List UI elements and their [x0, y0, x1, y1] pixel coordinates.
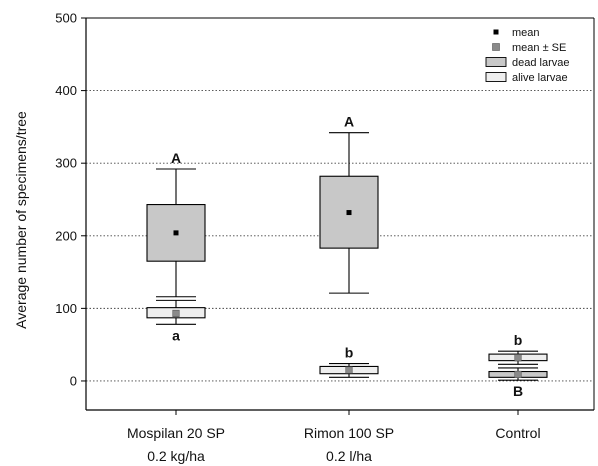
- y-tick-label: 100: [55, 301, 77, 316]
- legend-label: mean: [512, 27, 540, 39]
- box-series: A A Ba b b: [146, 114, 548, 399]
- significance-label: B: [513, 383, 523, 399]
- significance-label: b: [345, 345, 354, 361]
- mean-marker: [173, 230, 179, 236]
- alive-box-1: b: [319, 345, 379, 378]
- significance-label: a: [172, 327, 180, 343]
- dead-box-0: A: [146, 150, 206, 298]
- legend-dead-swatch: [485, 57, 507, 67]
- mean-marker: [172, 309, 180, 318]
- y-tick-label: 500: [55, 11, 77, 26]
- legend-label: alive larvae: [512, 72, 568, 84]
- x-category-label: Mospilan 20 SP: [127, 425, 225, 441]
- x-category-label: Control: [495, 425, 540, 441]
- mean-marker: [514, 370, 522, 378]
- legend-mean-marker: [493, 29, 499, 35]
- legend: mean mean ± SE dead larvae alive larvae: [485, 27, 570, 84]
- legend-item-dead: dead larvae: [485, 57, 570, 69]
- significance-label: A: [171, 150, 181, 166]
- y-tick-label: 200: [55, 228, 77, 243]
- x-category-label: Rimon 100 SP: [304, 425, 394, 441]
- mean-marker: [346, 210, 352, 216]
- legend-alive-swatch: [485, 72, 507, 82]
- legend-item-mean_se: mean ± SE: [492, 42, 566, 54]
- y-tick-label: 300: [55, 156, 77, 171]
- y-axis-label: Average number of specimens/tree: [13, 111, 29, 329]
- x-category-sublabel: 0.2 kg/ha: [147, 448, 205, 464]
- x-category-sublabel: 0.2 l/ha: [326, 448, 372, 464]
- mean-marker: [514, 354, 522, 362]
- legend-label: dead larvae: [512, 57, 570, 69]
- mean-marker: [345, 366, 353, 374]
- legend-label: mean ± SE: [512, 42, 566, 54]
- dead-box-2: B: [488, 367, 548, 399]
- alive-box-0: a: [146, 299, 206, 343]
- legend-mean-se-marker: [492, 43, 500, 51]
- significance-label: b: [514, 332, 523, 348]
- y-tick-label: 0: [70, 373, 77, 388]
- legend-item-alive: alive larvae: [485, 72, 568, 84]
- dead-box-1: A: [319, 114, 379, 294]
- legend-item-mean: mean: [493, 27, 540, 39]
- axes: 0 100 200 300 400 500 Mospilan 20 SP 0.2 kg/ha R…: [55, 11, 595, 464]
- y-tick-label: 400: [55, 83, 77, 98]
- significance-label: A: [344, 114, 354, 130]
- alive-box-2: b: [488, 332, 548, 365]
